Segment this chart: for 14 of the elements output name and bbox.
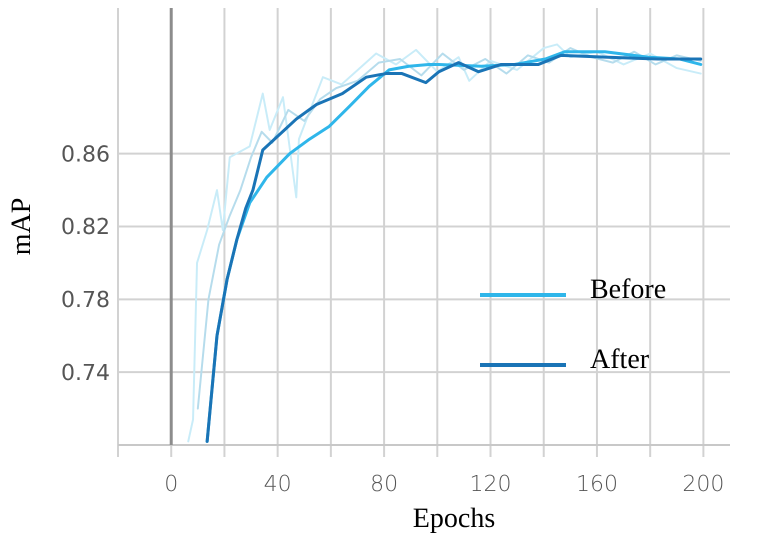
y-tick-label: 0.82	[61, 215, 110, 240]
x-tick-label: 200	[682, 472, 724, 497]
y-tick-label: 0.78	[61, 288, 110, 314]
y-axis-title: mAP	[6, 198, 37, 256]
x-tick-label: 160	[576, 472, 618, 497]
x-tick-label: 40	[264, 472, 292, 497]
x-tick-label: 0	[164, 472, 178, 497]
y-tick-label: 0.86	[61, 142, 110, 168]
legend-label: After	[590, 344, 650, 375]
x-axis-title: Epochs	[412, 503, 496, 534]
legend-label: Before	[590, 274, 666, 305]
x-tick-label: 120	[470, 472, 512, 497]
y-tick-label: 0.74	[61, 360, 110, 386]
x-tick-label: 80	[370, 472, 398, 497]
